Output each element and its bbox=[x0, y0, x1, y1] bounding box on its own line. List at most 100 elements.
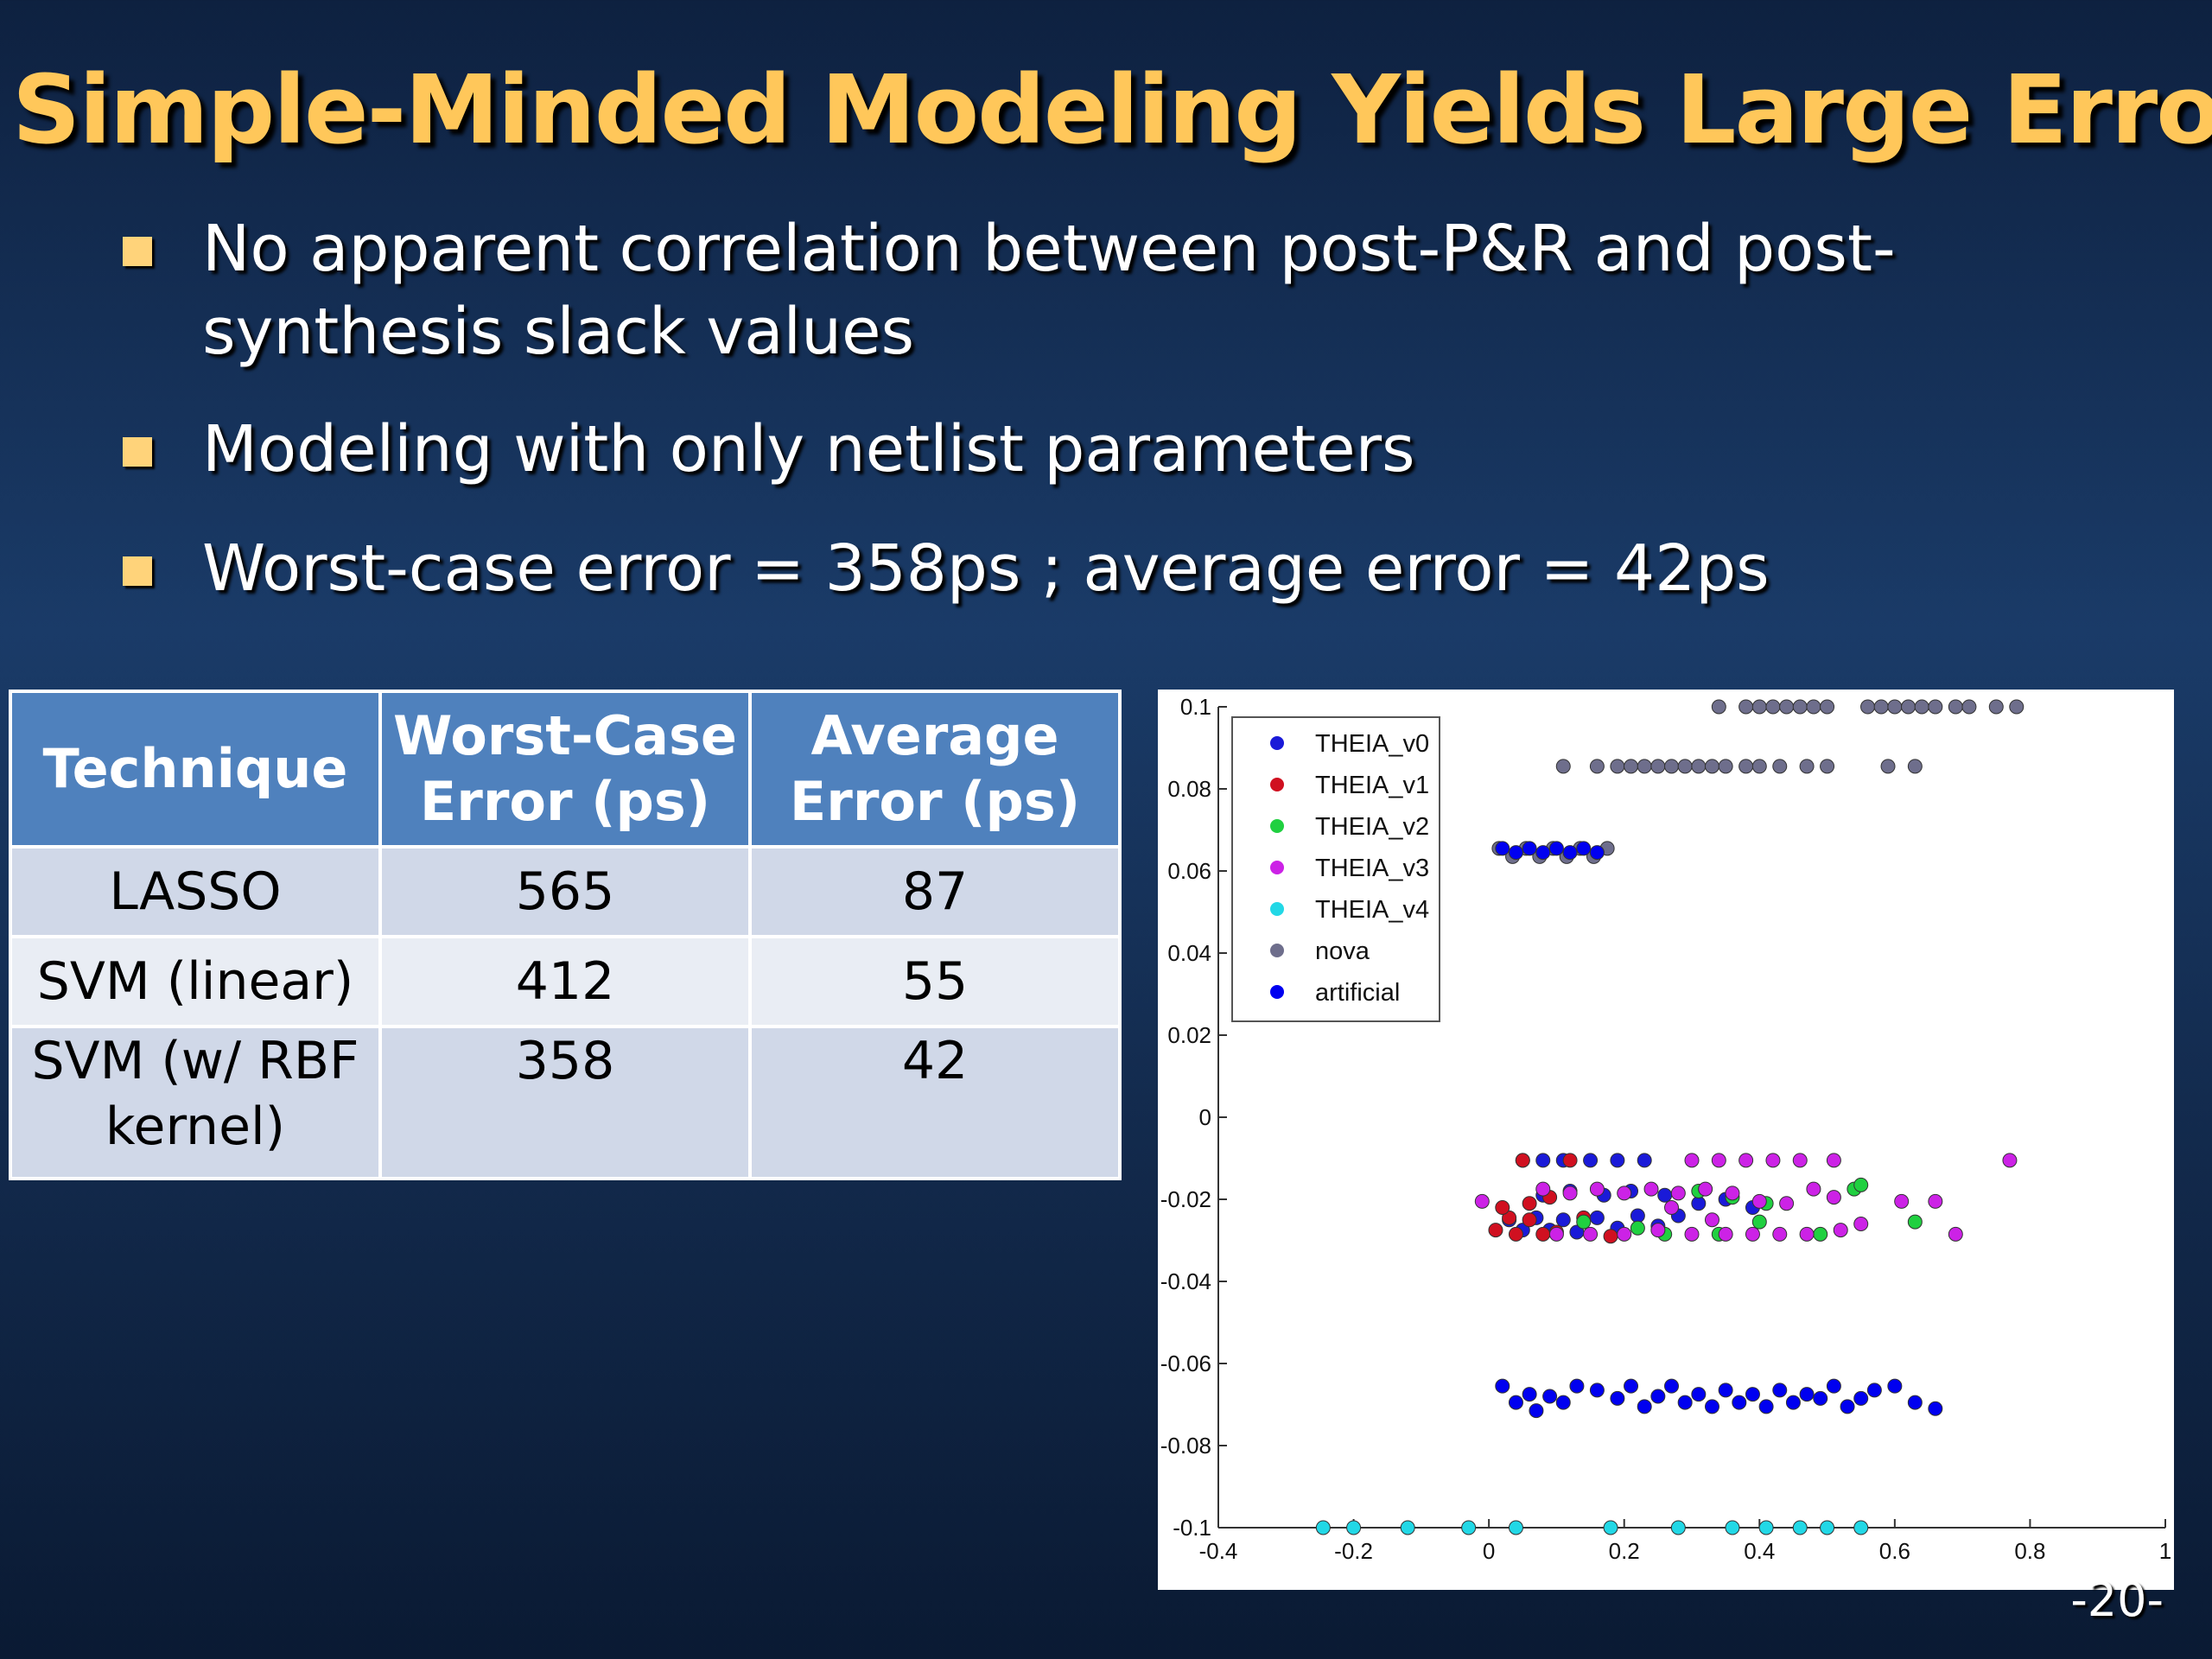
data-point bbox=[1765, 1153, 1781, 1168]
data-point bbox=[1589, 1181, 1605, 1197]
data-point bbox=[1988, 699, 2004, 715]
data-point bbox=[1806, 699, 1821, 715]
data-point bbox=[1488, 1223, 1503, 1238]
data-point bbox=[1548, 841, 1564, 856]
table-header-worst-case: Worst-Case Error (ps) bbox=[378, 690, 752, 849]
data-point bbox=[1664, 1378, 1680, 1394]
data-point bbox=[1928, 1401, 1943, 1416]
table-header-technique: Technique bbox=[9, 690, 382, 849]
table-row: SVM (linear) 412 55 bbox=[9, 935, 1122, 1028]
table-cell: SVM (w/ RBF kernel) bbox=[9, 1025, 382, 1180]
data-point bbox=[1704, 1399, 1719, 1414]
x-tick-label: -0.2 bbox=[1334, 1538, 1373, 1564]
data-point bbox=[1907, 1395, 1923, 1410]
table-cell: 412 bbox=[378, 935, 752, 1028]
data-point bbox=[1826, 1378, 1841, 1394]
data-point bbox=[1535, 1226, 1551, 1242]
square-bullet-icon bbox=[123, 556, 152, 586]
data-point bbox=[1718, 1382, 1733, 1398]
legend-marker bbox=[1270, 736, 1284, 750]
data-point bbox=[1670, 1185, 1686, 1201]
bullet-text: No apparent correlation between post-P&R… bbox=[202, 212, 1896, 369]
data-point bbox=[1589, 845, 1605, 861]
slide-title: Simple-Minded Modeling Yields Large Erro… bbox=[12, 54, 2212, 165]
data-point bbox=[1691, 1387, 1707, 1402]
legend-marker bbox=[1270, 778, 1284, 791]
data-point bbox=[1806, 1181, 1821, 1197]
data-point bbox=[1751, 1193, 1767, 1209]
x-tick-label: 0.6 bbox=[1879, 1538, 1910, 1564]
data-point bbox=[1745, 1387, 1760, 1402]
data-point bbox=[1630, 1220, 1645, 1236]
data-point bbox=[1495, 1200, 1510, 1215]
y-tick-label: 0.06 bbox=[1167, 858, 1211, 884]
bullet-list: No apparent correlation between post-P&R… bbox=[119, 207, 2107, 610]
data-point bbox=[1610, 1390, 1625, 1406]
data-point bbox=[1617, 1185, 1632, 1201]
data-point bbox=[1840, 1399, 1855, 1414]
data-point bbox=[1495, 841, 1510, 856]
bullet-item: Modeling with only netlist parameters bbox=[119, 408, 2107, 491]
data-point bbox=[1853, 1217, 1869, 1231]
data-point bbox=[1691, 759, 1707, 774]
data-point bbox=[1684, 1226, 1700, 1242]
data-point bbox=[1772, 1226, 1788, 1242]
y-tick-label: -0.02 bbox=[1160, 1186, 1211, 1212]
data-point bbox=[1664, 759, 1680, 774]
data-point bbox=[1732, 1395, 1747, 1410]
series-artificial bbox=[1495, 841, 1943, 1419]
data-point bbox=[1657, 1187, 1673, 1203]
data-point bbox=[1928, 1193, 1943, 1209]
x-tick-label: 0.8 bbox=[2014, 1538, 2045, 1564]
data-point bbox=[1637, 1153, 1652, 1168]
data-point bbox=[1555, 759, 1571, 774]
data-point bbox=[1650, 759, 1666, 774]
legend-marker bbox=[1270, 819, 1284, 833]
data-point bbox=[1772, 1382, 1788, 1398]
series-theia-v4 bbox=[1315, 1520, 1869, 1535]
y-tick-label: -0.06 bbox=[1160, 1351, 1211, 1376]
data-point bbox=[1826, 1190, 1841, 1205]
data-point bbox=[1704, 759, 1719, 774]
data-point bbox=[1725, 1520, 1740, 1535]
data-point bbox=[1548, 1226, 1564, 1242]
data-point bbox=[1508, 1395, 1523, 1410]
y-tick-label: 0.04 bbox=[1167, 940, 1211, 966]
data-point bbox=[1508, 845, 1523, 861]
data-point bbox=[1860, 699, 1876, 715]
page-number: -20- bbox=[2070, 1573, 2164, 1627]
data-point bbox=[1508, 1520, 1523, 1535]
x-tick-label: 0.2 bbox=[1609, 1538, 1640, 1564]
legend-marker bbox=[1270, 985, 1284, 999]
data-point bbox=[1853, 1520, 1869, 1535]
data-point bbox=[1813, 1226, 1828, 1242]
data-point bbox=[1751, 1214, 1767, 1230]
data-point bbox=[2009, 699, 2024, 715]
data-point bbox=[1576, 841, 1592, 856]
data-point bbox=[1529, 1403, 1544, 1419]
bullet-text: Modeling with only netlist parameters bbox=[202, 412, 1415, 486]
x-tick-label: -0.4 bbox=[1199, 1538, 1238, 1564]
data-point bbox=[1346, 1520, 1362, 1535]
data-point bbox=[1914, 699, 1929, 715]
data-point bbox=[1617, 1226, 1632, 1242]
data-point bbox=[1704, 1212, 1719, 1228]
y-tick-label: -0.04 bbox=[1160, 1268, 1211, 1294]
data-point bbox=[1535, 1181, 1551, 1197]
data-point bbox=[1677, 1395, 1693, 1410]
data-point bbox=[1745, 1226, 1760, 1242]
data-point bbox=[1751, 699, 1767, 715]
legend-label: THEIA_v2 bbox=[1315, 813, 1429, 841]
data-point bbox=[1711, 1153, 1726, 1168]
data-point bbox=[1576, 1214, 1592, 1230]
legend-marker bbox=[1270, 944, 1284, 957]
data-point bbox=[1820, 699, 1835, 715]
legend-label: THEIA_v3 bbox=[1315, 855, 1429, 882]
table-cell: 42 bbox=[748, 1025, 1122, 1180]
legend-label: THEIA_v4 bbox=[1315, 896, 1429, 924]
table-cell: 565 bbox=[378, 845, 752, 938]
table-cell: LASSO bbox=[9, 845, 382, 938]
data-point bbox=[1698, 1181, 1713, 1197]
legend-marker bbox=[1270, 902, 1284, 916]
square-bullet-icon bbox=[123, 437, 152, 467]
